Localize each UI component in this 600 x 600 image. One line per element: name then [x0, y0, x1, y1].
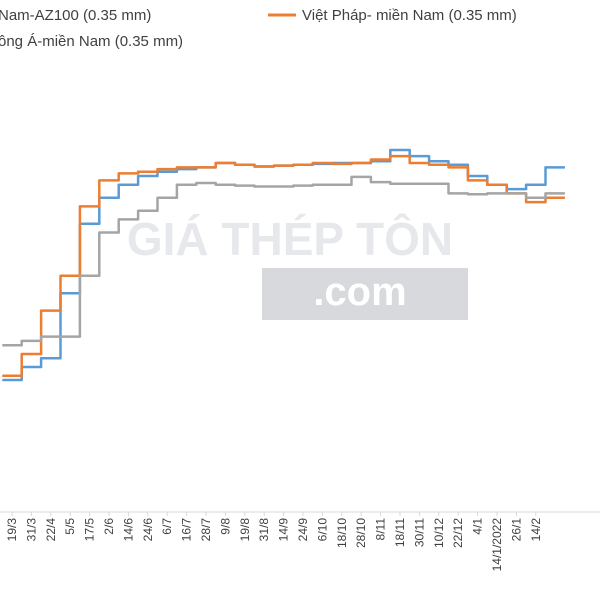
x-tick-labels: 19/3 31/3 22/4 5/5 17/5 2/6 14/6 24/6 6/7 16/7 28/…	[5, 512, 543, 571]
x-tick-label: 28/7	[199, 518, 213, 542]
watermark-line2: .com	[313, 270, 406, 314]
x-tick-label: 14/2	[529, 518, 543, 542]
x-tick-label: 31/3	[24, 518, 38, 542]
watermark: GIÁ THÉP TÔN .com	[127, 213, 468, 320]
x-tick-label: 2/6	[102, 518, 116, 535]
x-tick-label: 19/8	[238, 518, 252, 542]
x-tick-label: 10/12	[432, 518, 446, 548]
legend-label-0: Nam-AZ100 (0.35 mm)	[0, 7, 151, 24]
x-tick-label: 14/9	[277, 518, 291, 542]
x-tick-label: 28/10	[354, 518, 368, 548]
x-tick-label: 19/3	[5, 518, 19, 542]
x-tick-label: 22/12	[451, 518, 465, 548]
x-tick-label: 6/10	[315, 518, 329, 542]
x-tick-label: 17/5	[83, 518, 97, 542]
x-tick-label: 14/1/2022	[490, 518, 504, 572]
x-tick-label: 18/11	[393, 518, 407, 547]
x-tick-label: 24/6	[141, 518, 155, 542]
watermark-line1: GIÁ THÉP TÔN	[127, 213, 453, 265]
legend-label-2: ông Á-miền Nam (0.35 mm)	[0, 33, 183, 50]
x-tick-label: 9/8	[218, 518, 232, 535]
legend: Nam-AZ100 (0.35 mm) Việt Pháp- miền Nam …	[0, 7, 517, 50]
x-tick-label: 24/9	[296, 518, 310, 542]
x-tick-label: 8/11	[374, 518, 388, 541]
x-tick-label: 6/7	[160, 518, 174, 535]
x-tick-label: 30/11	[412, 518, 426, 547]
x-tick-label: 16/7	[180, 518, 194, 542]
series-line-0	[2, 148, 565, 382]
x-tick-label: 5/5	[63, 518, 77, 535]
x-tick-label: 31/8	[257, 518, 271, 542]
legend-label-1: Việt Pháp- miền Nam (0.35 mm)	[302, 7, 517, 24]
watermark-band	[262, 268, 468, 320]
series-line-1	[2, 154, 565, 377]
x-tick-label: 4/1	[471, 518, 485, 535]
series-line-2	[2, 175, 565, 347]
series-layer	[2, 148, 565, 382]
x-tick-label: 22/4	[44, 518, 58, 542]
x-tick-label: 14/6	[121, 518, 135, 542]
x-tick-label: 26/1	[509, 518, 523, 542]
x-tick-label: 18/10	[335, 518, 349, 548]
